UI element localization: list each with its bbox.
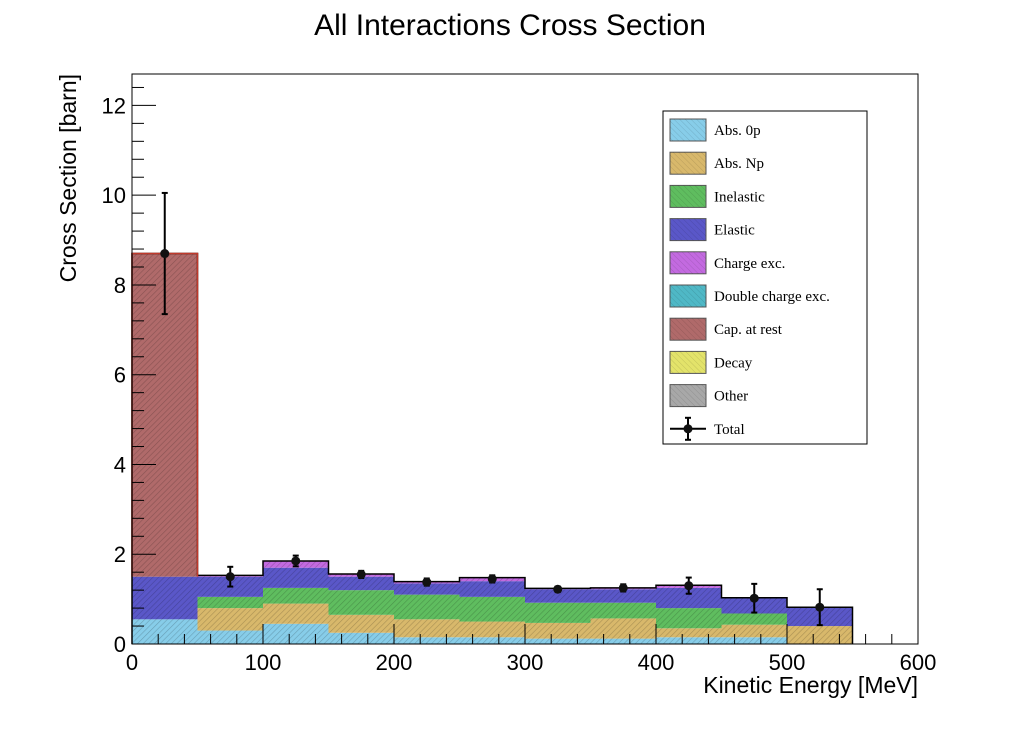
bar-hatch-elastic-5: [459, 581, 525, 597]
legend-label-abs-0p: Abs. 0p: [714, 123, 761, 139]
bar-hatch-abs-0p-3: [328, 632, 394, 644]
total-point-0: [160, 249, 170, 259]
legend-label-abs-np: Abs. Np: [714, 156, 764, 172]
total-point-10: [815, 602, 825, 612]
legend-label-other: Other: [714, 389, 748, 405]
bar-hatch-elastic-2: [263, 567, 329, 588]
legend-swatch-hatch-decay: [670, 351, 706, 374]
bar-hatch-inelastic-3: [328, 590, 394, 615]
legend-swatch-hatch-other: [670, 384, 706, 407]
bar-hatch-abs-0p-9: [721, 637, 787, 644]
bar-hatch-inelastic-4: [394, 594, 460, 620]
bar-hatch-elastic-3: [328, 576, 394, 591]
bar-hatch-inelastic-8: [656, 608, 722, 629]
legend-swatch-hatch-abs-0p: [670, 119, 706, 141]
bar-hatch-abs-0p-2: [263, 623, 329, 644]
bar-hatch-elastic-0: [132, 576, 198, 620]
bar-hatch-abs-np-2: [263, 603, 329, 624]
bar-hatch-abs-0p-0: [132, 619, 198, 644]
total-point-1: [225, 572, 235, 582]
bar-hatch-abs-0p-8: [656, 637, 722, 644]
y-tick-label-0: 0: [114, 632, 126, 657]
x-axis-label: Kinetic Energy [MeV]: [703, 672, 918, 698]
legend-swatch-hatch-elastic: [670, 218, 706, 241]
total-point-4: [422, 577, 432, 587]
total-points: [160, 191, 825, 627]
bar-hatch-abs-0p-6: [525, 638, 591, 644]
legend-label-inelastic: Inelastic: [714, 189, 765, 205]
y-tick-label-4: 8: [114, 273, 126, 298]
total-point-9: [749, 593, 759, 603]
bar-hatch-inelastic-9: [721, 613, 787, 625]
legend-swatch-hatch-charge-exc: [670, 251, 706, 274]
legend-total-marker: [683, 424, 693, 434]
bar-hatch-elastic-4: [394, 583, 460, 595]
y-axis-label: Cross Section [barn]: [55, 74, 81, 282]
total-point-8: [684, 581, 694, 591]
total-point-5: [487, 574, 497, 584]
x-tick-label-4: 400: [638, 650, 675, 675]
bar-hatch-abs-np-10: [787, 626, 853, 644]
total-point-6: [553, 584, 563, 594]
axis-tick-labels: 0 100 200 300 400 500 600 0 2 4 6 8 10 12: [102, 93, 937, 675]
y-tick-label-3: 6: [114, 363, 126, 388]
bar-hatch-abs-np-4: [394, 619, 460, 638]
bar-hatch-abs-0p-4: [394, 637, 460, 644]
total-point-3: [356, 569, 366, 579]
bar-hatch-abs-0p-7: [590, 638, 656, 644]
bar-hatch-abs-0p-1: [197, 630, 263, 644]
bar-hatch-inelastic-7: [590, 602, 656, 619]
bar-hatch-inelastic-5: [459, 596, 525, 622]
bar-hatch-inelastic-1: [197, 596, 263, 609]
bar-hatch-abs-np-1: [197, 608, 263, 631]
legend-swatch-hatch-abs-np: [670, 152, 706, 175]
bar-hatch-abs-np-8: [656, 628, 722, 638]
chart-title: All Interactions Cross Section: [314, 9, 706, 42]
bar-hatch-abs-np-3: [328, 614, 394, 633]
bar-hatch-abs-np-5: [459, 621, 525, 638]
bar-hatch-abs-np-7: [590, 618, 656, 639]
legend: Abs. 0p Abs. Np Inelastic Elastic Charge exc…: [662, 110, 868, 445]
x-tick-label-3: 300: [507, 650, 544, 675]
y-tick-label-1: 2: [114, 542, 126, 567]
bar-hatch-elastic-6: [525, 589, 591, 603]
bar-hatch-elastic-8: [656, 587, 722, 609]
total-point-2: [291, 556, 301, 566]
bar-hatch-inelastic-2: [263, 587, 329, 604]
legend-label-decay: Decay: [714, 355, 753, 371]
bar-hatch-abs-0p-5: [459, 637, 525, 644]
y-tick-label-5: 10: [102, 183, 126, 208]
bar-hatch-abs-np-9: [721, 624, 787, 638]
total-point-7: [618, 583, 628, 593]
bar-hatch-abs-np-6: [525, 622, 591, 639]
bar-hatch-elastic-7: [590, 589, 656, 603]
legend-label-total: Total: [714, 422, 745, 438]
legend-swatch-hatch-cap-at-rest: [670, 318, 706, 341]
legend-label-elastic: Elastic: [714, 223, 755, 239]
x-tick-label-0: 0: [126, 650, 138, 675]
x-tick-label-5: 500: [769, 650, 806, 675]
legend-label-cap-at-rest: Cap. at rest: [714, 322, 783, 338]
legend-label-charge-exc: Charge exc.: [714, 256, 785, 272]
axis-ticks: [131, 86, 919, 645]
y-tick-label-2: 4: [114, 452, 126, 477]
legend-label-double-charge-exc: Double charge exc.: [714, 289, 830, 305]
x-tick-label-2: 200: [376, 650, 413, 675]
y-tick-label-6: 12: [102, 93, 126, 118]
x-tick-label-6: 600: [900, 650, 937, 675]
legend-swatch-hatch-inelastic: [670, 185, 706, 208]
legend-items: Abs. 0p Abs. Np Inelastic Elastic Charge exc…: [669, 118, 830, 441]
bar-hatch-inelastic-6: [525, 602, 591, 623]
legend-swatch-hatch-double-charge-exc: [670, 285, 706, 307]
x-tick-label-1: 100: [245, 650, 282, 675]
